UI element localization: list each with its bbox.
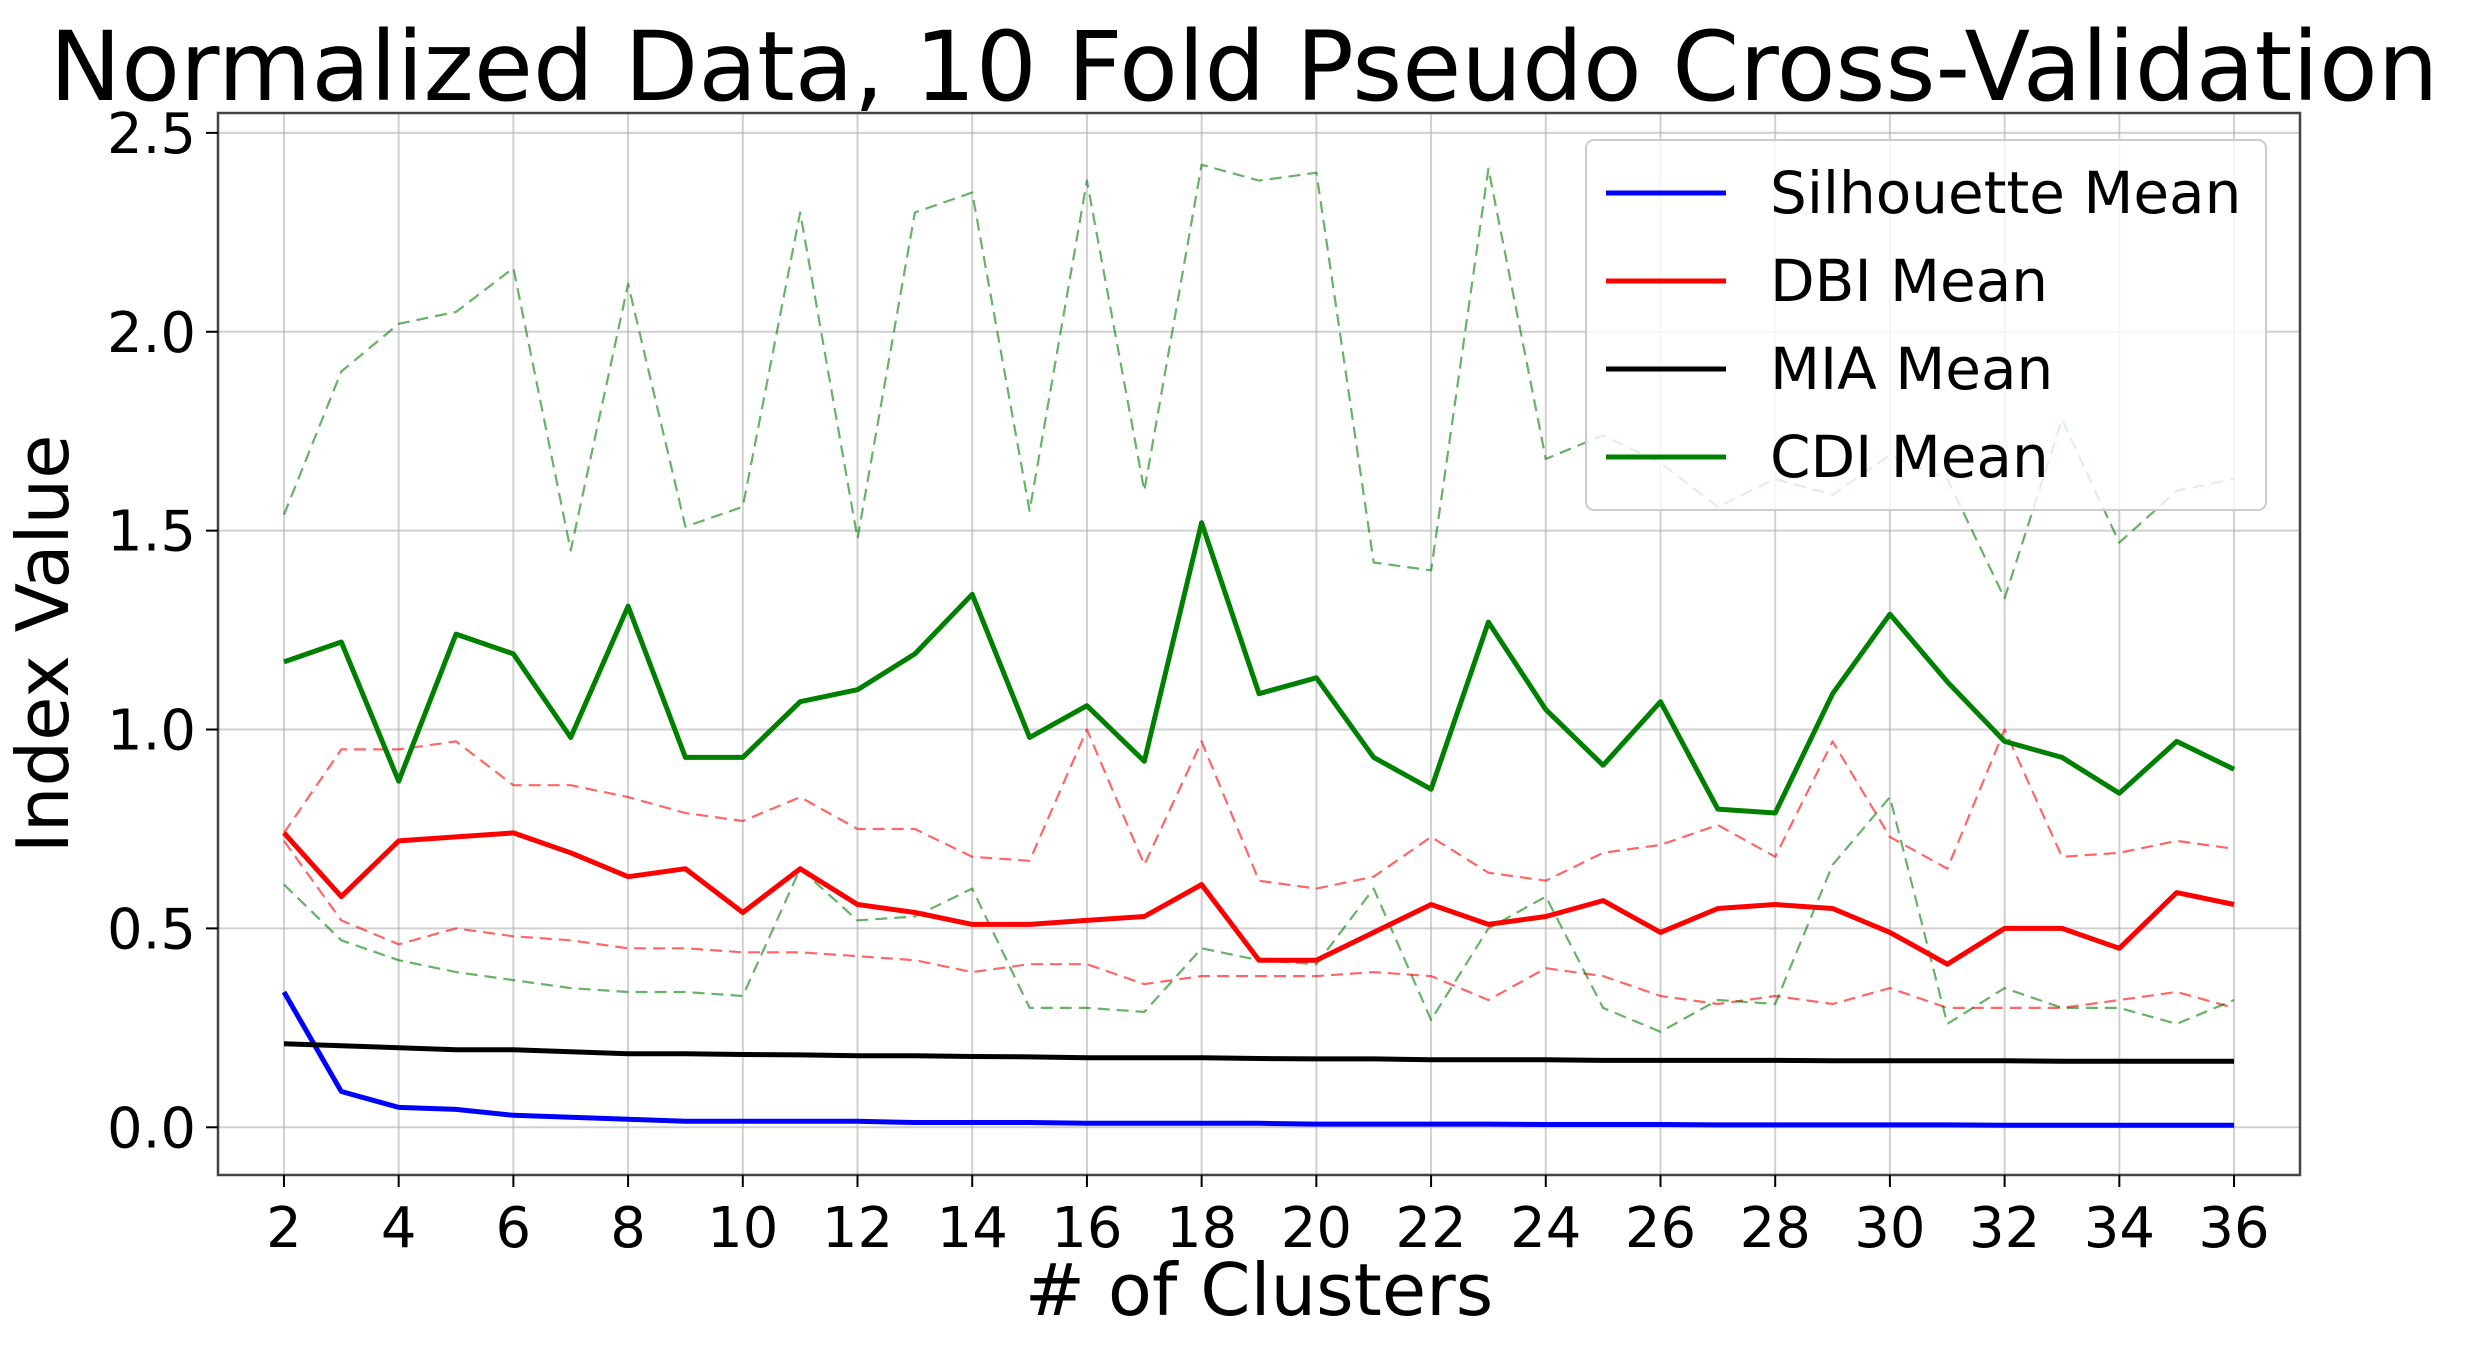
series-mia-mean-line [283, 1041, 2234, 1064]
x-axis-title: # of Clusters [1025, 1248, 1494, 1332]
x-tick-label: 34 [2084, 1196, 2155, 1261]
x-tick-label: 24 [1510, 1196, 1581, 1261]
series-silhouette-mean-line [281, 990, 2234, 1128]
series-band-4-line [283, 728, 2235, 890]
series-cdi-mean-line [283, 520, 2236, 816]
series-dbi-mean-line [282, 830, 2235, 967]
series-band-6-line [282, 163, 2235, 600]
y-tick-label: 0.0 [107, 1096, 196, 1161]
x-tick-label: 22 [1395, 1196, 1466, 1261]
x-tick-label: 8 [610, 1196, 646, 1261]
series-band-5-line [283, 840, 2235, 1010]
legend-label-mia-mean: MIA Mean [1770, 335, 2053, 403]
legend-label-silhouette-mean: Silhouette Mean [1770, 159, 2241, 227]
x-tick-label: 30 [1854, 1196, 1925, 1261]
x-tick-label: 12 [822, 1196, 893, 1261]
x-tick-label: 4 [381, 1196, 417, 1261]
y-tick-label: 2.0 [107, 301, 196, 366]
legend-label-cdi-mean: CDI Mean [1770, 423, 2049, 491]
legend-label-dbi-mean: DBI Mean [1770, 247, 2048, 315]
x-axis-ticks: 2 4 6 8 10 12 14 16 18 20 22 24 26 28 30 32 34 36 [266, 1175, 2270, 1261]
plot-area-frame [216, 111, 2302, 1177]
chart-title: Normalized Data, 10 Fold Pseudo Cross-Va… [49, 11, 2438, 123]
x-tick-label: 6 [496, 1196, 532, 1261]
legend: Silhouette Mean DBI Mean MIA Mean CDI Mean [1585, 139, 2267, 511]
x-tick-label: 18 [1166, 1196, 1237, 1261]
x-tick-label: 2 [266, 1196, 302, 1261]
series-lines [281, 163, 2236, 1128]
series-band-7-line [283, 795, 2235, 1033]
x-tick-label: 28 [1740, 1196, 1811, 1261]
x-tick-label: 36 [2198, 1196, 2269, 1261]
y-axis-title: Index Value [1, 435, 85, 854]
x-tick-label: 10 [707, 1196, 778, 1261]
x-tick-label: 16 [1051, 1196, 1122, 1261]
x-tick-label: 32 [1969, 1196, 2040, 1261]
y-tick-label: 2.5 [107, 102, 196, 167]
x-tick-label: 20 [1281, 1196, 1352, 1261]
legend-box [1585, 139, 2267, 511]
y-tick-label: 1.5 [107, 500, 196, 565]
x-tick-label: 14 [937, 1196, 1008, 1261]
y-tick-label: 1.0 [107, 699, 196, 764]
y-tick-label: 0.5 [107, 897, 196, 962]
x-tick-label: 26 [1625, 1196, 1696, 1261]
y-axis-ticks: 0.0 0.5 1.0 1.5 2.0 2.5 [107, 102, 218, 1161]
